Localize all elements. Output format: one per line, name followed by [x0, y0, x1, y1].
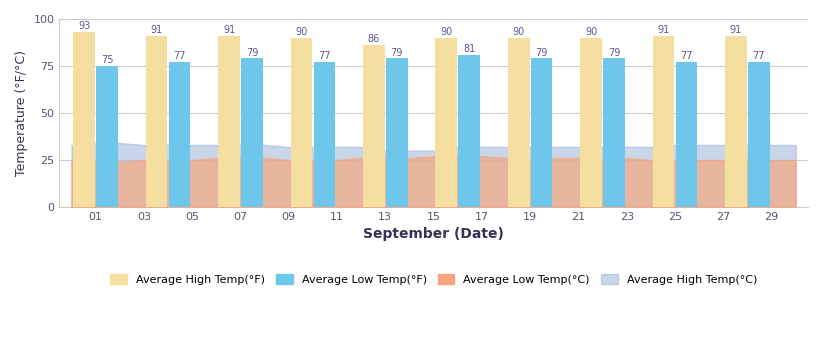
Bar [290, 38, 312, 207]
Text: 90: 90 [585, 27, 598, 37]
Text: 77: 77 [681, 51, 693, 61]
Bar [725, 36, 747, 207]
Text: 25: 25 [318, 149, 330, 159]
Bar [314, 62, 335, 207]
Bar [458, 55, 480, 207]
Bar [168, 62, 190, 207]
Bar [530, 59, 553, 207]
Text: 77: 77 [318, 51, 330, 61]
Bar [748, 62, 769, 207]
Text: 27: 27 [463, 145, 476, 155]
Bar [218, 36, 240, 207]
Text: 33: 33 [223, 134, 235, 144]
Bar [580, 38, 602, 207]
Text: 77: 77 [173, 51, 186, 61]
Text: 25: 25 [681, 149, 693, 159]
Bar [96, 66, 118, 207]
Text: 32: 32 [295, 136, 308, 146]
Text: 32: 32 [512, 136, 525, 146]
X-axis label: September (Date): September (Date) [364, 227, 504, 241]
Text: 77: 77 [753, 51, 765, 61]
Legend: Average High Temp(°F), Average Low Temp(°F), Average Low Temp(°C), Average High : Average High Temp(°F), Average Low Temp(… [105, 269, 763, 291]
Y-axis label: Temperature (°F/°C): Temperature (°F/°C) [15, 50, 28, 176]
Bar [603, 59, 625, 207]
Text: 86: 86 [368, 34, 380, 45]
Text: 26: 26 [535, 147, 548, 157]
Text: 91: 91 [730, 25, 742, 35]
Text: 90: 90 [513, 27, 525, 37]
Text: 33: 33 [150, 134, 163, 144]
Text: 79: 79 [246, 47, 258, 58]
Bar [676, 62, 697, 207]
Text: 33: 33 [730, 134, 742, 144]
Text: 25: 25 [173, 149, 186, 159]
Text: 26: 26 [391, 147, 403, 157]
Text: 79: 79 [608, 47, 620, 58]
Text: 34: 34 [78, 132, 90, 142]
Text: 90: 90 [440, 27, 452, 37]
Bar [508, 38, 530, 207]
Text: 90: 90 [295, 27, 308, 37]
Bar [436, 38, 457, 207]
Bar [146, 36, 168, 207]
Text: 32: 32 [440, 136, 452, 146]
Text: 26: 26 [246, 147, 258, 157]
Bar [652, 36, 675, 207]
Text: 81: 81 [463, 44, 476, 54]
Text: 25: 25 [753, 149, 765, 159]
Text: 24: 24 [101, 151, 113, 161]
Text: 93: 93 [78, 21, 90, 31]
Bar [241, 59, 263, 207]
Text: 91: 91 [223, 25, 235, 35]
Text: 91: 91 [150, 25, 163, 35]
Text: 30: 30 [368, 140, 380, 150]
Text: 79: 79 [535, 47, 548, 58]
Bar [386, 59, 408, 207]
Text: 79: 79 [391, 47, 403, 58]
Text: 32: 32 [585, 136, 598, 146]
Text: 91: 91 [657, 25, 670, 35]
Text: 26: 26 [608, 147, 620, 157]
Bar [73, 32, 95, 207]
Text: 33: 33 [657, 134, 670, 144]
Text: 75: 75 [101, 55, 114, 65]
Bar [363, 45, 385, 207]
